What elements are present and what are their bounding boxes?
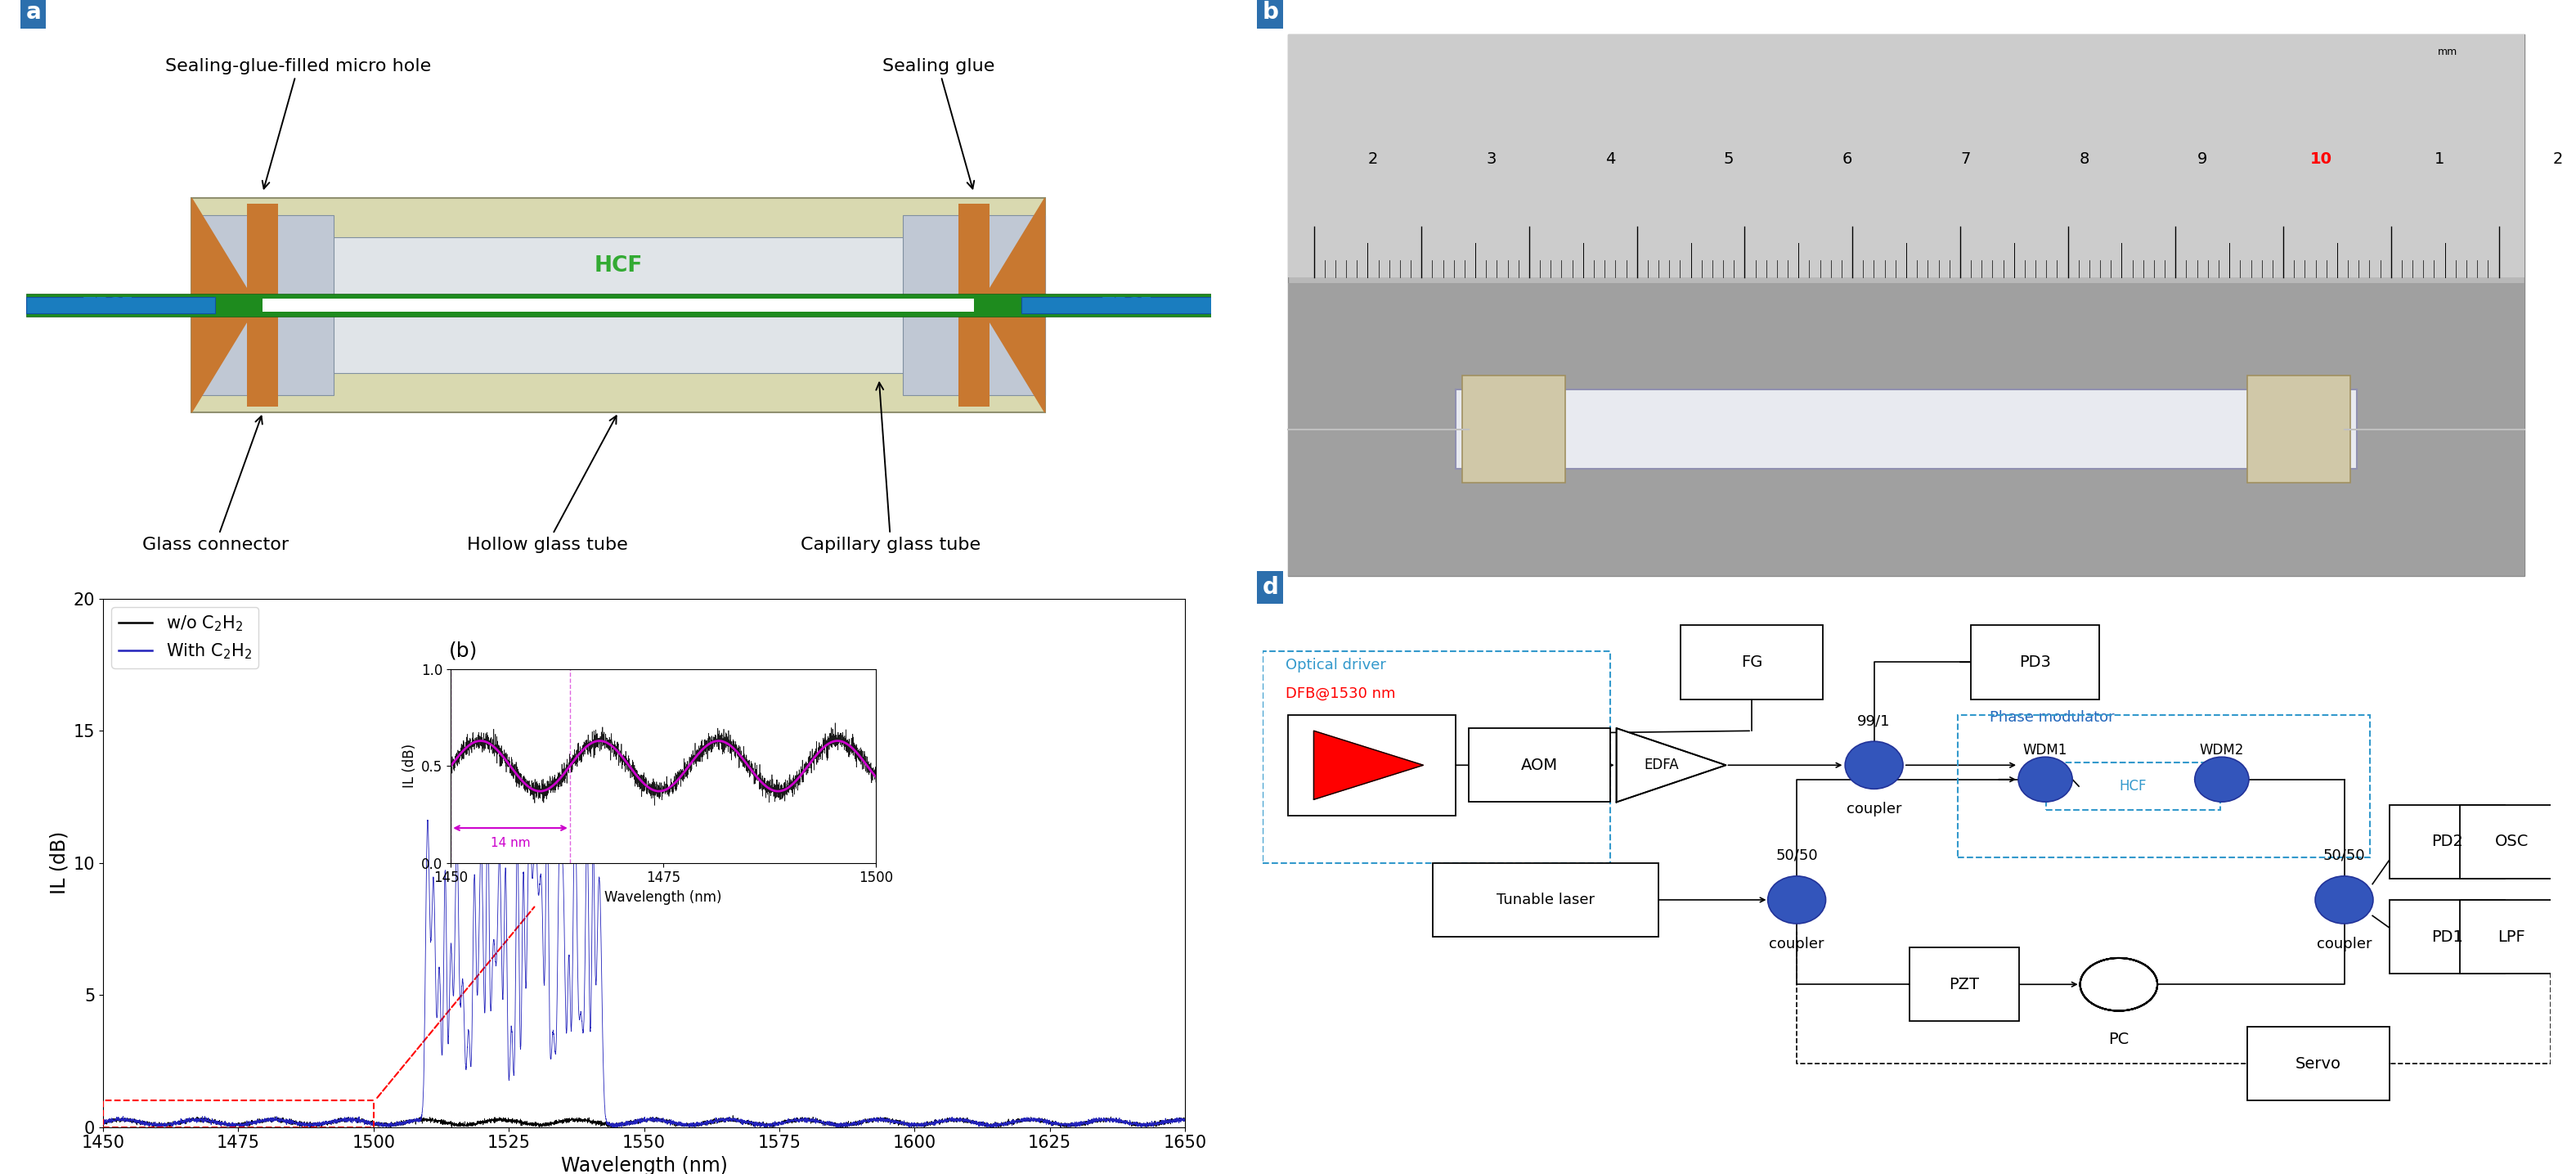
Text: 8: 8 <box>2079 151 2089 167</box>
Y-axis label: IL (dB): IL (dB) <box>402 744 417 788</box>
FancyBboxPatch shape <box>1432 863 1659 937</box>
Text: OSC: OSC <box>2494 834 2530 850</box>
Text: LPF: LPF <box>2499 929 2524 945</box>
Ellipse shape <box>1844 742 1904 789</box>
FancyBboxPatch shape <box>2391 900 2504 974</box>
Text: PZT: PZT <box>1950 977 1978 992</box>
Text: PC: PC <box>2107 1032 2130 1047</box>
Text: Servo: Servo <box>2295 1055 2342 1072</box>
Text: 50/50: 50/50 <box>1775 848 1819 863</box>
Text: 99/1: 99/1 <box>1857 714 1891 728</box>
Text: WDM1: WDM1 <box>2022 742 2069 757</box>
Text: 9: 9 <box>2197 151 2208 167</box>
Text: mm: mm <box>2437 46 2458 58</box>
Text: DFB@1530 nm: DFB@1530 nm <box>1285 687 1396 701</box>
Text: Optical driver: Optical driver <box>1285 657 1386 673</box>
FancyBboxPatch shape <box>2391 805 2504 878</box>
FancyBboxPatch shape <box>1455 390 2357 468</box>
Text: 6: 6 <box>1842 151 1852 167</box>
Text: PD1: PD1 <box>2432 929 2463 945</box>
Text: 14 nm: 14 nm <box>489 837 531 849</box>
Ellipse shape <box>2316 876 2372 924</box>
Text: 50/50: 50/50 <box>2324 848 2365 863</box>
Text: Tunable laser: Tunable laser <box>1497 892 1595 908</box>
X-axis label: Wavelength (nm): Wavelength (nm) <box>605 890 721 905</box>
Bar <box>103 1101 374 1127</box>
Text: TECF: TECF <box>1103 297 1154 313</box>
Text: d: d <box>1262 575 1278 599</box>
Text: b: b <box>1262 0 1278 23</box>
FancyBboxPatch shape <box>902 215 1046 396</box>
FancyBboxPatch shape <box>2246 1026 2391 1101</box>
Text: 1: 1 <box>2434 151 2445 167</box>
Text: coupler: coupler <box>1847 802 1901 817</box>
Text: 3: 3 <box>1486 151 1497 167</box>
FancyBboxPatch shape <box>191 215 335 396</box>
Text: (b): (b) <box>448 641 479 661</box>
FancyBboxPatch shape <box>1288 35 2524 277</box>
Text: HCF: HCF <box>2120 778 2146 794</box>
FancyBboxPatch shape <box>216 237 1020 373</box>
Text: 10: 10 <box>2311 151 2331 167</box>
FancyBboxPatch shape <box>26 297 216 313</box>
FancyBboxPatch shape <box>1288 35 2524 575</box>
Text: HCF: HCF <box>595 255 641 276</box>
Text: Hollow glass tube: Hollow glass tube <box>466 416 629 553</box>
FancyBboxPatch shape <box>191 198 1046 412</box>
Polygon shape <box>1618 728 1726 802</box>
FancyBboxPatch shape <box>1463 376 1566 483</box>
FancyBboxPatch shape <box>26 294 1211 317</box>
Text: Capillary glass tube: Capillary glass tube <box>801 383 981 553</box>
Text: Glass connector: Glass connector <box>142 416 289 553</box>
X-axis label: Wavelength (nm): Wavelength (nm) <box>562 1156 726 1174</box>
Legend: w/o C$_2$H$_2$, With C$_2$H$_2$: w/o C$_2$H$_2$, With C$_2$H$_2$ <box>111 607 258 668</box>
FancyBboxPatch shape <box>263 298 974 312</box>
FancyBboxPatch shape <box>2460 805 2563 878</box>
Ellipse shape <box>1767 876 1826 924</box>
Ellipse shape <box>2195 757 2249 802</box>
Text: Sealing-glue-filled micro hole: Sealing-glue-filled micro hole <box>165 58 430 189</box>
Text: EDFA: EDFA <box>1643 757 1680 772</box>
Text: 2: 2 <box>1368 151 1378 167</box>
Text: 2: 2 <box>2553 151 2563 167</box>
Y-axis label: IL (dB): IL (dB) <box>49 831 70 895</box>
Text: WDM2: WDM2 <box>2200 742 2244 757</box>
FancyBboxPatch shape <box>247 204 278 406</box>
FancyBboxPatch shape <box>2246 376 2349 483</box>
Polygon shape <box>1314 730 1422 799</box>
Polygon shape <box>979 198 1046 412</box>
Text: 4: 4 <box>1605 151 1615 167</box>
FancyBboxPatch shape <box>1680 625 1824 700</box>
Text: Phase modulator: Phase modulator <box>1989 710 2115 726</box>
FancyBboxPatch shape <box>958 204 989 406</box>
FancyBboxPatch shape <box>1971 625 2099 700</box>
Text: PD3: PD3 <box>2020 654 2050 670</box>
FancyBboxPatch shape <box>1288 715 1455 815</box>
FancyBboxPatch shape <box>1468 728 1610 802</box>
Text: Sealing glue: Sealing glue <box>881 58 994 189</box>
Text: TECF: TECF <box>82 297 134 313</box>
Text: a: a <box>26 0 41 23</box>
FancyBboxPatch shape <box>1909 947 2020 1021</box>
Ellipse shape <box>2020 757 2071 802</box>
Polygon shape <box>191 198 258 412</box>
Text: 7: 7 <box>1960 151 1971 167</box>
Text: AOM: AOM <box>1520 757 1558 772</box>
Text: coupler: coupler <box>2316 937 2372 952</box>
Text: FG: FG <box>1741 654 1762 670</box>
FancyBboxPatch shape <box>1020 297 1211 313</box>
FancyBboxPatch shape <box>1288 283 2524 575</box>
Text: PD2: PD2 <box>2432 834 2463 850</box>
Text: 5: 5 <box>1723 151 1734 167</box>
Text: coupler: coupler <box>1770 937 1824 952</box>
FancyBboxPatch shape <box>2460 900 2563 974</box>
